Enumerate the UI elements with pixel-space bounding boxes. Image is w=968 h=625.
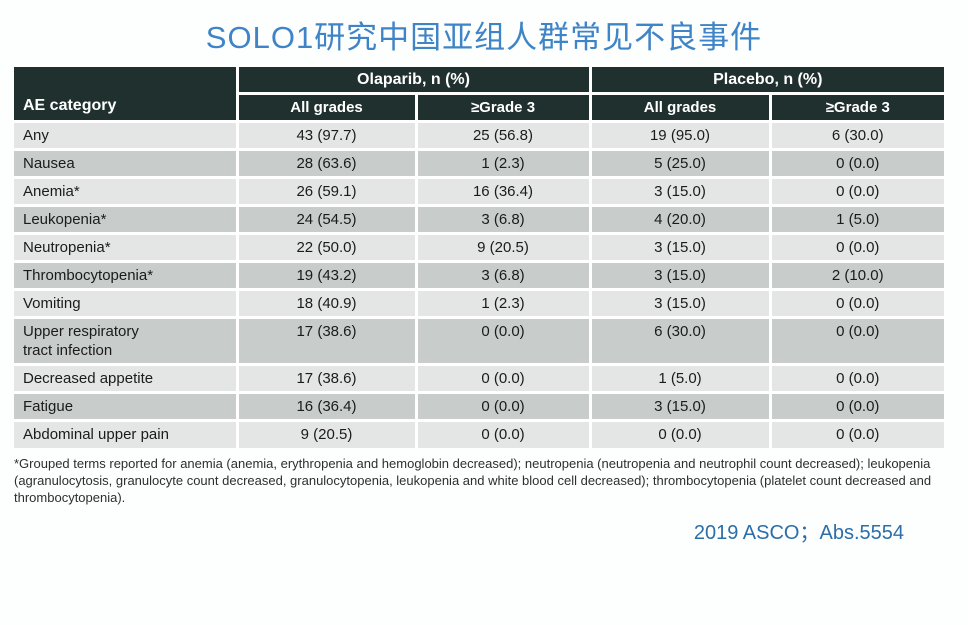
value-cell: 0 (0.0) <box>768 148 945 179</box>
value-cell: 4 (20.0) <box>588 204 772 235</box>
value-cell: 5 (25.0) <box>588 148 772 179</box>
olaparib-all-grades-header: All grades <box>237 92 418 123</box>
table-row: Nausea 28 (63.6) 1 (2.3) 5 (25.0) 0 (0.0) <box>14 148 945 179</box>
olaparib-group-header: Olaparib, n (%) <box>235 67 592 95</box>
olaparib-grade3-header: ≥Grade 3 <box>414 92 592 123</box>
ae-category-cell: Fatigue <box>14 391 239 422</box>
placebo-all-grades-header: All grades <box>588 92 772 123</box>
placebo-group-header: Placebo, n (%) <box>588 67 945 95</box>
value-cell: 0 (0.0) <box>768 363 945 394</box>
slide: SOLO1研究中国亚组人群常见不良事件 AE category Olaparib… <box>0 12 968 625</box>
table-row: Fatigue 16 (36.4) 0 (0.0) 3 (15.0) 0 (0.0) <box>14 391 945 422</box>
table-row: Upper respiratory tract infection 17 (38.… <box>14 316 945 366</box>
value-cell: 1 (5.0) <box>768 204 945 235</box>
value-cell: 16 (36.4) <box>235 391 418 422</box>
value-cell: 25 (56.8) <box>414 120 592 151</box>
ae-category-cell: Anemia* <box>14 176 239 207</box>
value-cell: 3 (6.8) <box>414 204 592 235</box>
table-row: Any 43 (97.7) 25 (56.8) 19 (95.0) 6 (30.0) <box>14 120 945 151</box>
source-citation: 2019 ASCO；Abs.5554 <box>693 521 904 544</box>
table-row: Thrombocytopenia* 19 (43.2) 3 (6.8) 3 (15.0… <box>14 260 945 291</box>
value-cell: 17 (38.6) <box>235 316 418 366</box>
value-cell: 3 (15.0) <box>588 260 772 291</box>
value-cell: 3 (15.0) <box>588 176 772 207</box>
table-row: Neutropenia* 22 (50.0) 9 (20.5) 3 (15.0) 0 (… <box>14 232 945 263</box>
value-cell: 17 (38.6) <box>235 363 418 394</box>
value-cell: 9 (20.5) <box>235 419 418 448</box>
value-cell: 19 (95.0) <box>588 120 772 151</box>
adverse-events-table: AE category Olaparib, n (%) Placebo, n (… <box>14 67 945 448</box>
ae-category-cell: Any <box>14 120 239 151</box>
value-cell: 26 (59.1) <box>235 176 418 207</box>
value-cell: 1 (2.3) <box>414 288 592 319</box>
value-cell: 18 (40.9) <box>235 288 418 319</box>
value-cell: 1 (2.3) <box>414 148 592 179</box>
value-cell: 6 (30.0) <box>588 316 772 366</box>
value-cell: 0 (0.0) <box>414 419 592 448</box>
ae-category-cell: Upper respiratory tract infection <box>14 316 239 366</box>
value-cell: 19 (43.2) <box>235 260 418 291</box>
value-cell: 0 (0.0) <box>768 176 945 207</box>
value-cell: 2 (10.0) <box>768 260 945 291</box>
value-cell: 0 (0.0) <box>768 419 945 448</box>
ae-category-cell: Abdominal upper pain <box>14 419 239 448</box>
value-cell: 3 (15.0) <box>588 288 772 319</box>
value-cell: 22 (50.0) <box>235 232 418 263</box>
ae-category-cell: Decreased appetite <box>14 363 239 394</box>
table-row: Leukopenia* 24 (54.5) 3 (6.8) 4 (20.0) 1 (5.… <box>14 204 945 235</box>
footnote: *Grouped terms reported for anemia (anem… <box>14 455 932 505</box>
value-cell: 0 (0.0) <box>588 419 772 448</box>
value-cell: 0 (0.0) <box>768 288 945 319</box>
table-row: Vomiting 18 (40.9) 1 (2.3) 3 (15.0) 0 (0.0) <box>14 288 945 319</box>
value-cell: 0 (0.0) <box>768 232 945 263</box>
value-cell: 3 (6.8) <box>414 260 592 291</box>
table-row: Anemia* 26 (59.1) 16 (36.4) 3 (15.0) 0 (0.0) <box>14 176 945 207</box>
ae-category-cell: Leukopenia* <box>14 204 239 235</box>
value-cell: 0 (0.0) <box>414 391 592 422</box>
ae-category-header: AE category <box>14 67 239 123</box>
value-cell: 16 (36.4) <box>414 176 592 207</box>
value-cell: 28 (63.6) <box>235 148 418 179</box>
value-cell: 0 (0.0) <box>768 391 945 422</box>
value-cell: 0 (0.0) <box>768 316 945 366</box>
value-cell: 3 (15.0) <box>588 391 772 422</box>
group-header-row: AE category Olaparib, n (%) Placebo, n (… <box>14 67 945 123</box>
ae-category-cell: Thrombocytopenia* <box>14 260 239 291</box>
table-body: Any 43 (97.7) 25 (56.8) 19 (95.0) 6 (30.0) Na… <box>14 120 945 448</box>
placebo-grade3-header: ≥Grade 3 <box>768 92 945 123</box>
ae-category-cell: Nausea <box>14 148 239 179</box>
value-cell: 43 (97.7) <box>235 120 418 151</box>
value-cell: 0 (0.0) <box>414 316 592 366</box>
table-header: AE category Olaparib, n (%) Placebo, n (… <box>14 67 945 123</box>
value-cell: 3 (15.0) <box>588 232 772 263</box>
value-cell: 9 (20.5) <box>414 232 592 263</box>
table-row: Abdominal upper pain 9 (20.5) 0 (0.0) 0 (0.… <box>14 419 945 448</box>
table-row: Decreased appetite 17 (38.6) 0 (0.0) 1 (5.0… <box>14 363 945 394</box>
value-cell: 24 (54.5) <box>235 204 418 235</box>
value-cell: 6 (30.0) <box>768 120 945 151</box>
value-cell: 1 (5.0) <box>588 363 772 394</box>
sub-header-row: All grades ≥Grade 3 All grades ≥Grade 3 <box>14 92 945 123</box>
ae-category-cell: Vomiting <box>14 288 239 319</box>
page-title: SOLO1研究中国亚组人群常见不良事件 <box>205 20 763 55</box>
value-cell: 0 (0.0) <box>414 363 592 394</box>
ae-category-cell: Neutropenia* <box>14 232 239 263</box>
